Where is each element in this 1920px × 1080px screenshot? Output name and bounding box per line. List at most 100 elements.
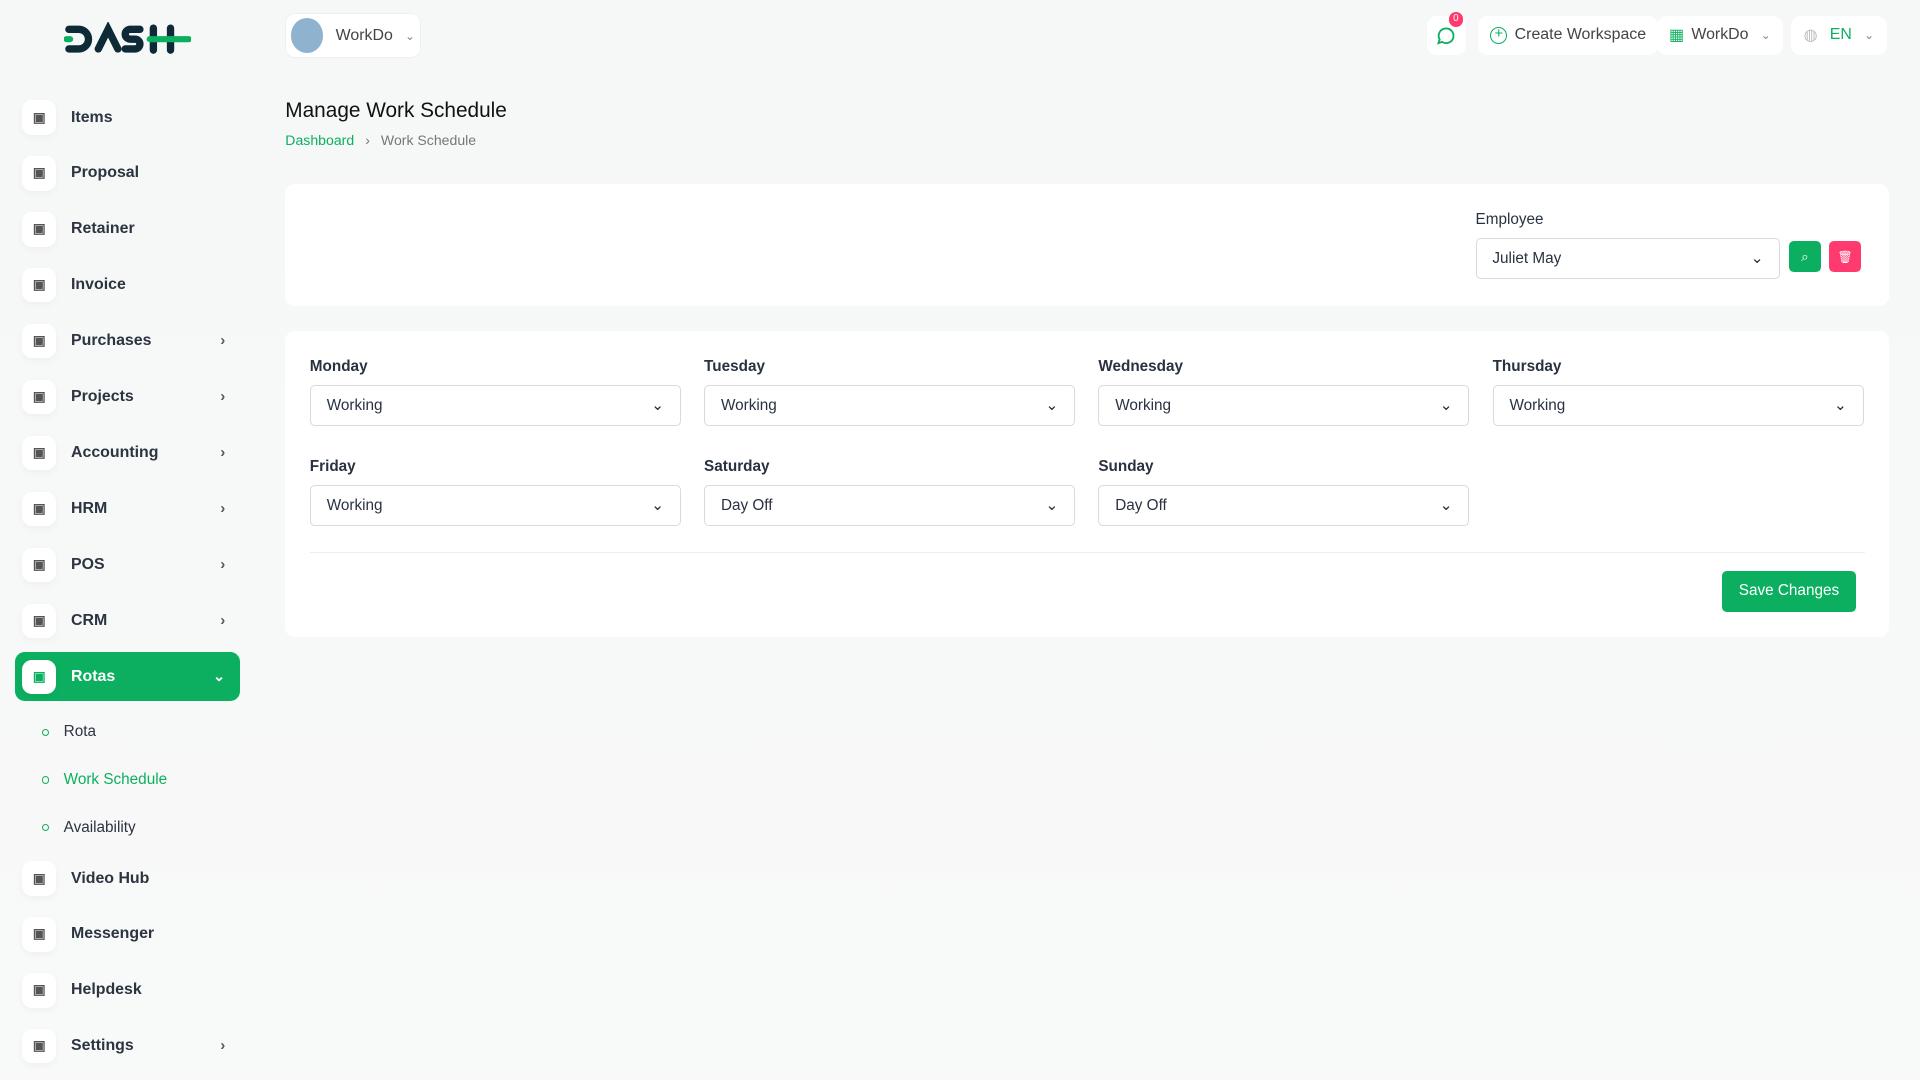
chevron-down-icon: ⌄	[1833, 397, 1847, 415]
day-label: Friday	[309, 457, 356, 475]
day-status-value: Working	[720, 396, 777, 414]
sidebar-item-label: Invoice	[71, 276, 126, 294]
sidebar-item-label: Proposal	[71, 164, 140, 182]
day-status-value: Working	[1115, 396, 1172, 414]
chevron-down-icon: ⌄	[1439, 397, 1453, 415]
workspace-avatar	[291, 18, 324, 53]
day-field-saturday: Saturday Day Off ⌄	[704, 457, 1076, 526]
chevron-right-icon: ›	[220, 445, 226, 462]
sidebar-item-label: Rotas	[71, 667, 116, 685]
day-status-value: Day Off	[720, 496, 773, 514]
chevron-down-icon: ⌄	[651, 397, 664, 415]
sidebar-item-accounting[interactable]: ▣ Accounting ›	[15, 429, 240, 478]
submenu-label: Rota	[63, 723, 96, 741]
dash-logo	[63, 22, 192, 54]
day-label: Saturday	[704, 457, 770, 475]
sidebar-item-retainer[interactable]: ▣ Retainer	[15, 205, 240, 254]
search-icon: ⌕	[1801, 248, 1809, 264]
sidebar-item-pos[interactable]: ▣ POS ›	[15, 541, 240, 590]
helpdesk-icon: ▣	[22, 973, 57, 1008]
chevron-down-icon: ⌄	[1750, 250, 1764, 268]
sidebar-item-helpdesk[interactable]: ▣ Helpdesk	[15, 966, 240, 1015]
sidebar-item-projects[interactable]: ▣ Projects ›	[15, 373, 240, 422]
chevron-down-icon: ⌄	[1045, 497, 1059, 515]
settings-icon: ▣	[22, 1029, 57, 1064]
sidebar-item-settings[interactable]: ▣ Settings ›	[15, 1022, 240, 1071]
sidebar-item-label: Video Hub	[71, 869, 150, 887]
chevron-right-icon: ›	[220, 333, 226, 350]
sidebar-item-purchases[interactable]: ▣ Purchases ›	[15, 317, 240, 366]
sidebar-item-label: Purchases	[71, 332, 152, 350]
sidebar-item-label: Messenger	[71, 925, 155, 943]
submenu-item[interactable]: Work Schedule	[15, 756, 240, 804]
day-label: Wednesday	[1098, 357, 1184, 375]
sidebar-item-rotas[interactable]: ▣ Rotas ⌄	[14, 652, 240, 702]
employee-select[interactable]: Juliet May ⌄	[1475, 238, 1781, 279]
video-hub-icon: ▣	[22, 861, 57, 896]
workspace-menu-label: WorkDo	[1691, 26, 1749, 44]
day-label: Monday	[309, 357, 368, 375]
day-status-select[interactable]: Working ⌄	[1492, 385, 1864, 426]
submenu-item[interactable]: Availability	[15, 804, 240, 852]
day-status-select[interactable]: Working ⌄	[704, 385, 1076, 426]
chat-icon	[1437, 27, 1455, 45]
submenu-item[interactable]: Rota	[15, 708, 240, 756]
day-label: Thursday	[1492, 357, 1562, 375]
employee-label: Employee	[1475, 210, 1544, 228]
breadcrumb-current: Work Schedule	[380, 132, 477, 149]
breadcrumb: Dashboard › Work Schedule	[285, 132, 476, 148]
workspace-switcher[interactable]: WorkDo ⌄	[285, 13, 422, 58]
chevron-right-icon: ›	[365, 132, 370, 149]
submenu-label: Work Schedule	[63, 770, 168, 788]
schedule-card: Monday Working ⌄ Tuesday Working ⌄ Wednesday Wo…	[285, 330, 1890, 637]
sidebar-item-label: Accounting	[71, 444, 159, 462]
chevron-down-icon: ⌄	[212, 669, 226, 686]
chevron-right-icon: ›	[220, 389, 226, 406]
day-field-wednesday: Wednesday Working ⌄	[1098, 357, 1470, 426]
sidebar-item-invoice[interactable]: ▣ Invoice	[15, 261, 240, 310]
crm-icon: ▣	[22, 603, 57, 639]
sidebar-item-label: Settings	[71, 1037, 134, 1055]
bullet-icon	[41, 824, 49, 832]
submenu-label: Availability	[63, 818, 136, 836]
sidebar-item-label: POS	[71, 556, 105, 574]
grid-icon: ▦	[1668, 27, 1684, 45]
sidebar-item-label: Helpdesk	[71, 981, 142, 999]
day-label: Tuesday	[704, 357, 765, 375]
filter-card: Employee Juliet May ⌄ ⌕ 🗑	[285, 183, 1890, 307]
day-status-select[interactable]: Day Off ⌄	[1098, 485, 1470, 526]
employee-value: Juliet May	[1492, 249, 1562, 267]
sidebar-item-proposal[interactable]: ▣ Proposal	[15, 149, 240, 198]
sidebar-item-video-hub[interactable]: ▣ Video Hub	[15, 854, 240, 903]
language-selector[interactable]: ◍ EN ⌄	[1791, 15, 1887, 56]
messages-button[interactable]: 0	[1426, 12, 1466, 56]
bullet-icon	[41, 728, 49, 736]
sidebar-item-crm[interactable]: ▣ CRM ›	[15, 596, 240, 645]
sidebar-item-label: Retainer	[71, 220, 135, 238]
language-label: EN	[1829, 26, 1852, 44]
day-field-friday: Friday Working ⌄	[309, 457, 681, 526]
chevron-right-icon: ›	[220, 612, 226, 629]
pos-icon: ▣	[22, 547, 57, 583]
sidebar-item-messenger[interactable]: ▣ Messenger	[15, 910, 240, 959]
create-workspace-label: Create Workspace	[1514, 26, 1647, 44]
day-status-value: Working	[326, 396, 383, 414]
breadcrumb-dashboard[interactable]: Dashboard	[285, 132, 355, 149]
create-workspace-button[interactable]: + Create Workspace	[1477, 15, 1659, 56]
proposal-icon: ▣	[22, 156, 57, 191]
sidebar-item-items[interactable]: ▣ Items	[15, 93, 240, 142]
sidebar-item-label: Items	[71, 108, 113, 126]
save-changes-button[interactable]: Save Changes	[1721, 570, 1857, 613]
save-changes-label: Save Changes	[1738, 582, 1840, 600]
sidebar: ▣ Items ▣ Proposal ▣ Retainer ▣ Invoice ▣ Purchas…	[14, 93, 240, 1078]
workspace-menu[interactable]: ▦ WorkDo ⌄	[1656, 15, 1784, 56]
day-status-select[interactable]: Working ⌄	[309, 385, 681, 426]
search-button[interactable]: ⌕	[1788, 241, 1821, 272]
day-label: Sunday	[1098, 457, 1154, 475]
day-status-select[interactable]: Working ⌄	[309, 485, 681, 526]
reset-button[interactable]: 🗑	[1829, 241, 1862, 272]
day-status-select[interactable]: Day Off ⌄	[704, 485, 1076, 526]
plus-circle-icon: +	[1490, 27, 1508, 45]
sidebar-item-hrm[interactable]: ▣ HRM ›	[15, 485, 240, 534]
day-status-select[interactable]: Working ⌄	[1098, 385, 1470, 426]
